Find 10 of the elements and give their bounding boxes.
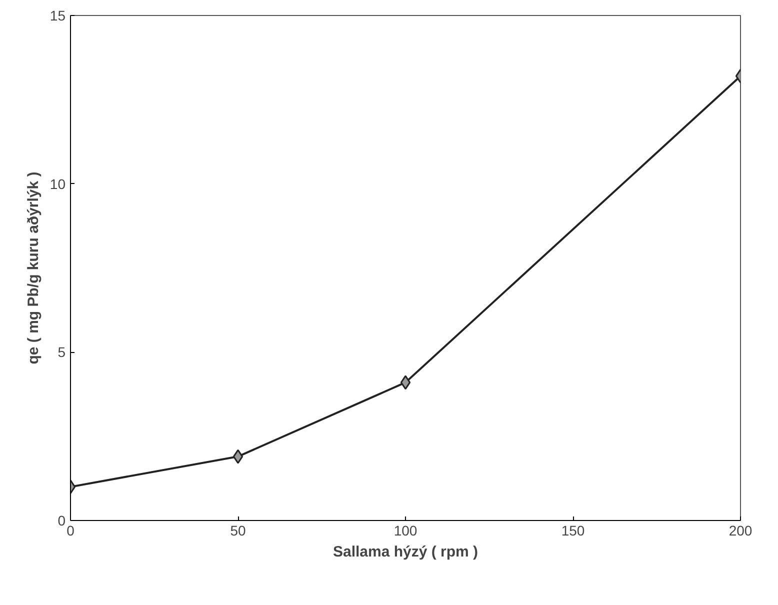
x-tick-label: 50: [230, 522, 246, 538]
x-tick-label: 200: [728, 522, 752, 538]
y-tick-label: 15: [50, 8, 66, 24]
x-tick-label: 150: [561, 522, 585, 538]
y-axis-title: qe ( mg Pb/g kuru aðýrlýk ): [24, 172, 42, 364]
y-tick-label: 5: [58, 344, 66, 360]
y-tick-label: 0: [58, 512, 66, 528]
x-axis-title: Sallama hýzý ( rpm ): [332, 544, 478, 560]
y-tick-label: 10: [50, 176, 66, 192]
x-tick-label: 100: [394, 522, 418, 538]
